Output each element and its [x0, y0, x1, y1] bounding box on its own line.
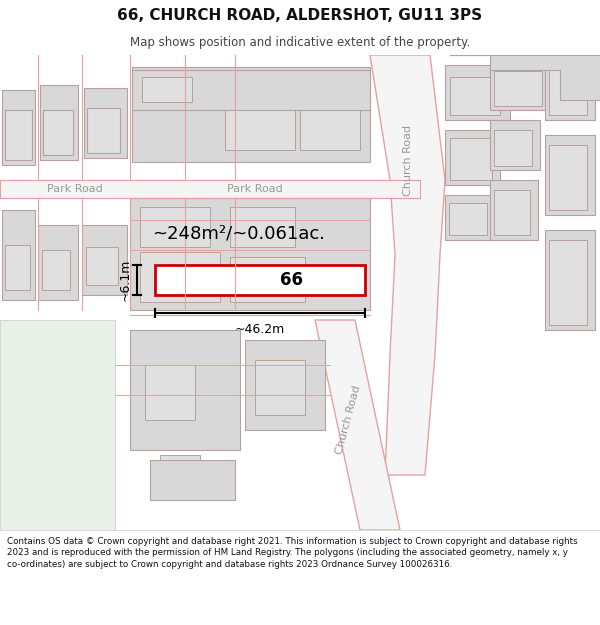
Bar: [449, 203, 487, 235]
Bar: [545, 60, 595, 120]
Bar: [300, 95, 360, 150]
Text: Church Road: Church Road: [334, 384, 362, 456]
Bar: [549, 145, 587, 210]
Bar: [82, 225, 127, 295]
Polygon shape: [450, 55, 600, 100]
Bar: [445, 65, 510, 120]
Bar: [155, 265, 365, 295]
Polygon shape: [370, 55, 445, 475]
Bar: [42, 250, 70, 290]
Bar: [245, 340, 325, 430]
Bar: [445, 195, 495, 240]
Text: Contains OS data © Crown copyright and database right 2021. This information is : Contains OS data © Crown copyright and d…: [7, 537, 578, 569]
Bar: [5, 245, 30, 290]
Bar: [2, 90, 35, 165]
Text: Park Road: Park Road: [227, 184, 283, 194]
Text: ~46.2m: ~46.2m: [235, 323, 285, 336]
Bar: [494, 71, 542, 106]
Bar: [130, 198, 370, 310]
Bar: [140, 207, 210, 247]
Text: 66: 66: [280, 271, 303, 289]
Bar: [2, 210, 35, 300]
Bar: [84, 88, 127, 158]
Polygon shape: [315, 320, 400, 530]
Bar: [450, 77, 500, 115]
Bar: [490, 62, 550, 110]
Bar: [545, 230, 595, 330]
Bar: [140, 252, 220, 302]
Bar: [549, 65, 587, 115]
Bar: [549, 240, 587, 325]
Bar: [86, 247, 118, 285]
Bar: [545, 135, 595, 215]
Text: ~248m²/~0.061ac.: ~248m²/~0.061ac.: [152, 224, 325, 242]
Bar: [490, 180, 538, 240]
Text: Park Road: Park Road: [47, 184, 103, 194]
Bar: [132, 67, 370, 162]
Bar: [490, 120, 540, 170]
Polygon shape: [0, 180, 420, 198]
Bar: [225, 90, 295, 150]
Bar: [150, 460, 235, 500]
Bar: [494, 130, 532, 166]
Bar: [445, 130, 500, 185]
Bar: [5, 110, 32, 160]
Text: 66, CHURCH ROAD, ALDERSHOT, GU11 3PS: 66, CHURCH ROAD, ALDERSHOT, GU11 3PS: [118, 8, 482, 23]
Bar: [132, 70, 370, 110]
Text: Map shows position and indicative extent of the property.: Map shows position and indicative extent…: [130, 36, 470, 49]
Bar: [230, 207, 295, 247]
Bar: [142, 77, 192, 102]
Text: Church Road: Church Road: [403, 124, 413, 196]
Polygon shape: [0, 320, 115, 530]
Bar: [160, 455, 200, 490]
Text: ~6.1m: ~6.1m: [119, 259, 132, 301]
Bar: [40, 85, 78, 160]
Bar: [450, 138, 492, 180]
Bar: [494, 190, 530, 235]
Bar: [43, 110, 73, 155]
Bar: [230, 257, 305, 302]
Bar: [145, 365, 195, 420]
Bar: [130, 330, 240, 450]
Bar: [38, 225, 78, 300]
Bar: [255, 360, 305, 415]
Bar: [87, 108, 120, 153]
